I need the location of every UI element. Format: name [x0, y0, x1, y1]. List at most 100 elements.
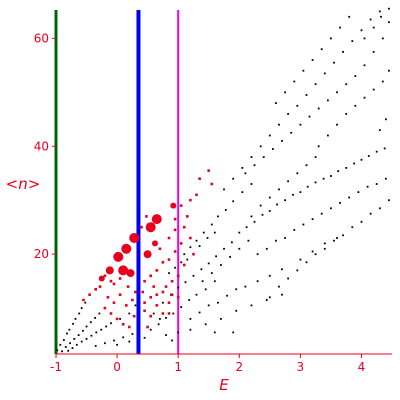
data-point	[378, 207, 381, 210]
data-point	[80, 307, 83, 309]
data-point	[388, 21, 390, 24]
data-point	[281, 140, 283, 142]
data-point	[204, 288, 207, 291]
x-axis-label: E	[219, 376, 229, 394]
red-data-point	[176, 274, 180, 278]
red-data-point	[195, 193, 198, 197]
data-point	[311, 218, 314, 220]
data-point	[168, 272, 170, 274]
data-point	[360, 29, 363, 32]
data-point	[226, 294, 228, 297]
data-point	[363, 37, 366, 40]
data-point	[247, 239, 250, 242]
data-point	[159, 318, 161, 320]
data-point	[333, 239, 335, 242]
red-data-point	[82, 298, 85, 302]
data-point	[95, 331, 98, 334]
data-point	[69, 342, 71, 345]
red-data-point	[149, 314, 152, 318]
data-point	[63, 339, 65, 341]
data-point	[351, 40, 354, 42]
data-point	[210, 223, 213, 226]
data-point	[383, 147, 386, 150]
data-point	[78, 312, 81, 315]
data-point	[113, 339, 115, 342]
data-point	[241, 167, 244, 169]
data-point	[85, 338, 88, 340]
red-data-point	[121, 323, 125, 326]
large-red-data-point	[118, 265, 129, 276]
red-data-point	[189, 236, 192, 240]
data-point	[256, 253, 259, 256]
large-red-data-point	[113, 251, 124, 262]
data-point	[278, 123, 280, 126]
red-data-point	[173, 217, 177, 221]
red-data-point	[109, 312, 113, 315]
red-data-point	[167, 258, 171, 261]
data-point	[259, 145, 262, 148]
data-point	[363, 64, 366, 67]
data-point	[322, 177, 325, 180]
data-point	[268, 134, 271, 137]
data-point	[189, 318, 192, 320]
data-point	[378, 129, 381, 131]
data-point	[59, 343, 62, 346]
data-point	[238, 247, 241, 250]
data-point	[372, 88, 375, 91]
data-point	[345, 113, 348, 115]
red-data-point	[140, 225, 143, 229]
red-data-point	[207, 169, 210, 172]
data-point	[330, 175, 332, 177]
data-point	[275, 102, 277, 104]
data-point	[72, 322, 74, 325]
data-point	[259, 204, 262, 207]
data-point	[278, 285, 280, 288]
data-point	[229, 256, 231, 258]
data-point	[244, 172, 247, 175]
red-data-point	[98, 285, 102, 288]
data-point	[308, 115, 311, 118]
red-data-point	[141, 290, 144, 294]
data-point	[220, 318, 222, 320]
data-point	[314, 83, 317, 86]
data-point	[305, 164, 308, 167]
red-data-point	[143, 279, 146, 283]
data-point	[215, 255, 217, 258]
data-point	[217, 215, 219, 218]
data-point	[232, 177, 235, 180]
large-red-data-point	[152, 240, 158, 247]
data-point	[250, 215, 253, 218]
red-data-point	[131, 298, 134, 302]
red-data-point	[152, 285, 155, 288]
y-ticks: 20 40 60	[34, 31, 56, 261]
data-point	[293, 229, 296, 231]
data-point	[385, 177, 387, 180]
data-point	[261, 213, 264, 216]
red-data-point	[167, 301, 171, 304]
data-point	[268, 196, 271, 199]
red-data-point	[94, 288, 97, 291]
data-point	[299, 191, 302, 193]
data-point	[213, 280, 216, 283]
large-red-data-point	[98, 275, 105, 282]
data-point	[375, 183, 378, 185]
red-data-point	[125, 304, 128, 307]
data-point	[68, 328, 71, 331]
large-red-data-point	[143, 250, 152, 259]
red-data-point	[109, 279, 113, 283]
data-point	[180, 261, 183, 264]
red-data-point	[128, 325, 131, 329]
data-point	[342, 234, 344, 237]
red-data-point	[134, 290, 137, 294]
data-point	[200, 268, 203, 271]
red-data-point	[198, 177, 201, 180]
red-data-point	[189, 198, 192, 202]
red-data-point	[112, 301, 116, 304]
data-point	[186, 258, 189, 261]
data-point	[330, 207, 332, 210]
data-point	[80, 340, 83, 343]
data-point	[375, 150, 378, 153]
data-point	[284, 237, 286, 239]
red-data-point	[149, 274, 152, 278]
red-data-point	[167, 236, 171, 240]
